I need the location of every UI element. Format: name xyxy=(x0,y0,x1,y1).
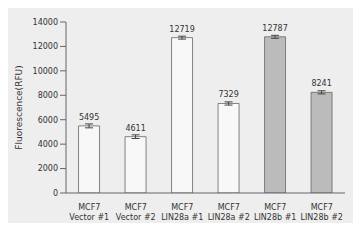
svg-text:4611: 4611 xyxy=(125,124,145,133)
svg-text:MCF7Vector #1: MCF7Vector #1 xyxy=(69,203,109,222)
svg-text:2000: 2000 xyxy=(38,164,58,173)
svg-text:8241: 8241 xyxy=(311,79,331,88)
svg-text:12000: 12000 xyxy=(33,42,58,51)
svg-text:6000: 6000 xyxy=(38,116,58,125)
svg-text:MCF7Vector #2: MCF7Vector #2 xyxy=(116,203,156,222)
svg-text:12719: 12719 xyxy=(169,25,194,34)
svg-text:0: 0 xyxy=(53,189,58,198)
svg-text:5495: 5495 xyxy=(79,113,99,122)
svg-text:MCF7LIN28b #2: MCF7LIN28b #2 xyxy=(301,203,343,222)
svg-text:7329: 7329 xyxy=(218,90,238,99)
svg-text:4000: 4000 xyxy=(38,140,58,149)
svg-text:12787: 12787 xyxy=(262,24,287,33)
svg-text:Fluorescence(RFU): Fluorescence(RFU) xyxy=(14,65,24,149)
svg-text:10000: 10000 xyxy=(33,67,58,76)
svg-text:MCF7LIN28a #1: MCF7LIN28a #1 xyxy=(161,203,203,222)
svg-text:MCF7LIN28b #1: MCF7LIN28b #1 xyxy=(254,203,296,222)
svg-text:8000: 8000 xyxy=(38,91,58,100)
svg-text:14000: 14000 xyxy=(33,18,58,27)
svg-text:MCF7LIN28a #2: MCF7LIN28a #2 xyxy=(208,203,250,222)
